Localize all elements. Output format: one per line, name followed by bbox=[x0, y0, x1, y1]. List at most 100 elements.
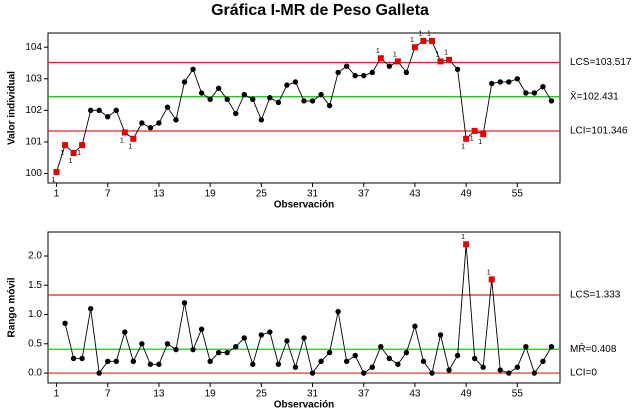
violation-point bbox=[437, 58, 444, 65]
violation-label: 1 bbox=[461, 144, 465, 151]
data-point bbox=[531, 90, 538, 96]
data-point bbox=[326, 102, 333, 109]
violation-label: 1 bbox=[444, 50, 448, 57]
data-point bbox=[105, 358, 111, 365]
violation-label: 1 bbox=[128, 144, 132, 151]
violation-point bbox=[377, 55, 384, 62]
x-tick-label: 49 bbox=[461, 389, 473, 400]
data-point bbox=[122, 329, 128, 335]
plot-frame bbox=[47, 231, 561, 384]
data-point bbox=[548, 344, 555, 350]
data-point bbox=[156, 120, 162, 126]
data-point bbox=[105, 113, 111, 120]
data-point bbox=[164, 104, 171, 110]
data-point bbox=[198, 326, 205, 332]
data-point bbox=[198, 90, 205, 96]
data-point bbox=[62, 320, 68, 327]
y-tick-label: 101 bbox=[25, 137, 42, 148]
data-point bbox=[87, 305, 94, 312]
control-label: X̄=102.431 bbox=[570, 90, 619, 103]
data-point bbox=[318, 91, 324, 98]
x-axis-label: Observación bbox=[274, 200, 335, 211]
violation-label: 1 bbox=[487, 269, 491, 276]
data-point bbox=[506, 370, 512, 376]
x-tick-label: 31 bbox=[307, 389, 319, 400]
data-point bbox=[523, 344, 529, 350]
data-point bbox=[301, 335, 307, 341]
violation-label: 1 bbox=[77, 150, 81, 157]
plot-frame bbox=[47, 32, 561, 184]
x-axis-label: Observación bbox=[274, 400, 335, 411]
data-point bbox=[190, 346, 196, 353]
data-point bbox=[514, 76, 521, 82]
control-label: MR̄=0.408 bbox=[570, 342, 617, 355]
violation-label: 1 bbox=[52, 177, 56, 184]
data-point bbox=[506, 79, 512, 85]
data-point bbox=[267, 95, 273, 101]
violation-label: 1 bbox=[393, 51, 397, 58]
data-point bbox=[343, 358, 350, 365]
data-point bbox=[309, 370, 316, 376]
data-point bbox=[267, 329, 273, 335]
violation-point bbox=[488, 276, 495, 283]
data-point bbox=[258, 332, 265, 338]
data-point bbox=[361, 72, 367, 79]
data-point bbox=[454, 352, 461, 359]
data-point bbox=[309, 98, 316, 104]
data-point bbox=[241, 335, 247, 341]
data-point bbox=[130, 358, 137, 365]
x-tick-label: 7 bbox=[105, 389, 111, 400]
data-point bbox=[164, 341, 171, 347]
chart-title: Gráfica I-MR de Peso Galleta bbox=[211, 2, 429, 19]
y-tick-label: 103 bbox=[25, 73, 42, 84]
violation-point bbox=[394, 58, 401, 65]
y-axis-label: Rango móvil bbox=[7, 277, 18, 337]
x-tick-label: 7 bbox=[105, 189, 111, 200]
violation-label: 1 bbox=[461, 234, 465, 241]
data-point bbox=[471, 355, 478, 362]
data-point bbox=[489, 80, 495, 87]
data-point bbox=[139, 120, 145, 126]
data-point bbox=[139, 341, 145, 347]
violation-point bbox=[62, 142, 69, 149]
data-point bbox=[173, 117, 179, 123]
violation-label: 1 bbox=[419, 31, 423, 38]
violation-label: 1 bbox=[120, 137, 124, 144]
y-tick-label: 0.0 bbox=[28, 368, 42, 379]
data-point bbox=[361, 370, 367, 376]
data-point bbox=[173, 346, 179, 353]
data-line bbox=[64, 244, 552, 375]
data-point bbox=[292, 79, 299, 85]
data-point bbox=[207, 358, 213, 365]
y-tick-label: 100 bbox=[25, 168, 42, 179]
data-point bbox=[233, 110, 239, 117]
data-point bbox=[352, 72, 358, 79]
data-point bbox=[386, 63, 393, 69]
x-tick-label: 13 bbox=[153, 389, 165, 400]
data-point bbox=[412, 323, 418, 329]
violation-label: 1 bbox=[470, 136, 474, 143]
violation-label: 1 bbox=[436, 51, 440, 58]
violation-point bbox=[53, 168, 60, 175]
data-point bbox=[156, 361, 162, 367]
data-point bbox=[514, 364, 521, 370]
data-point bbox=[497, 367, 503, 373]
data-point bbox=[446, 367, 452, 373]
data-point bbox=[369, 69, 375, 76]
x-tick-label: 19 bbox=[205, 389, 217, 400]
control-label: LCS=1.333 bbox=[570, 290, 621, 301]
violation-label: 1 bbox=[69, 158, 73, 165]
x-tick-label: 25 bbox=[256, 389, 268, 400]
data-point bbox=[258, 117, 265, 123]
data-point bbox=[531, 370, 538, 376]
data-point bbox=[147, 361, 154, 367]
x-tick-label: 43 bbox=[409, 189, 421, 200]
x-tick-label: 49 bbox=[461, 189, 473, 200]
data-point bbox=[190, 66, 196, 73]
violation-point bbox=[463, 135, 470, 142]
data-point bbox=[343, 63, 350, 69]
x-tick-label: 13 bbox=[153, 189, 165, 200]
violation-point bbox=[121, 129, 128, 136]
data-point bbox=[233, 344, 239, 350]
data-point bbox=[181, 300, 188, 306]
